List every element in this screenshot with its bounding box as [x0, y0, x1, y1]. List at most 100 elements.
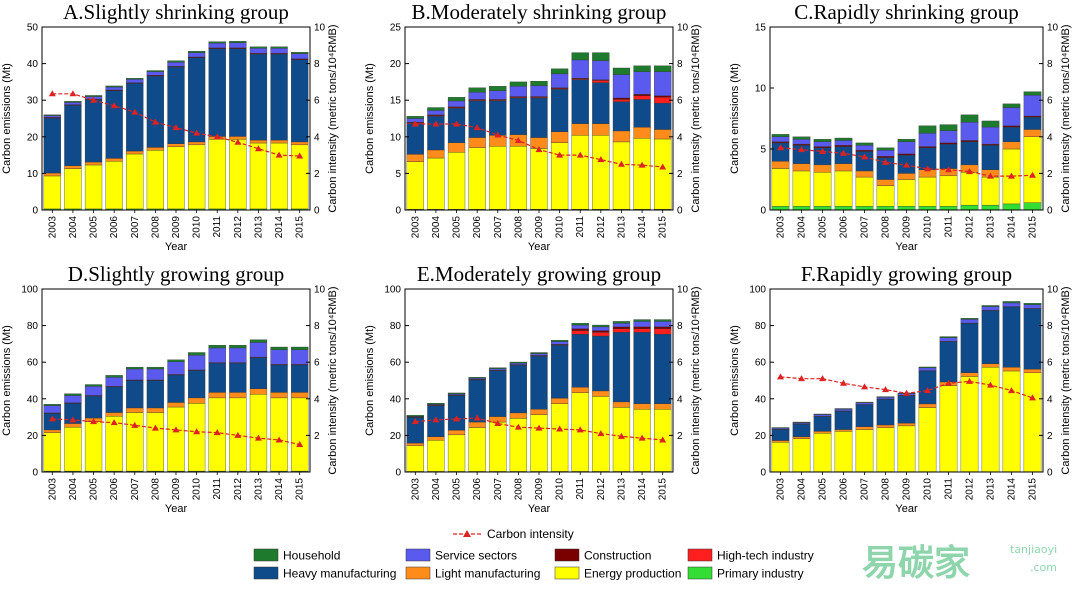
- chart-panels: A.Slightly shrinking group01020304050024…: [1, 0, 1072, 515]
- bar-segment-household: [187, 50, 206, 53]
- legend-carbon-intensity: Carbon intensity: [453, 527, 574, 541]
- bar-segment-household: [771, 134, 790, 137]
- bar-segment-light: [897, 422, 916, 427]
- bar-segment-household: [126, 366, 144, 370]
- bar-segment-energy: [612, 141, 631, 210]
- bar-segment-heavy: [960, 323, 979, 373]
- bar-segment-primary: [981, 204, 1000, 211]
- bar-segment-service: [654, 71, 672, 96]
- x-tick-label: 2010: [923, 478, 934, 501]
- x-tick-label: 2006: [472, 216, 483, 239]
- intensity-point: [840, 379, 847, 386]
- bar-segment-light: [249, 388, 268, 395]
- bar-segment-household: [84, 384, 103, 387]
- bar-segment-heavy: [960, 141, 979, 166]
- intensity-point: [659, 436, 667, 443]
- intensity-point: [924, 165, 931, 172]
- chart-panel-1: A.Slightly shrinking group 0 10 20 30 40 50 0 2 4…: [1, 0, 339, 253]
- bar-segment-energy: [939, 175, 958, 207]
- x-tick-label: 2005: [818, 478, 829, 501]
- bar-segment-service: [126, 368, 144, 381]
- x-tick-label: 2011: [212, 216, 223, 238]
- intensity-point: [411, 120, 419, 127]
- x-tick-label: 2010: [555, 478, 566, 501]
- bar-segment-light: [612, 401, 631, 408]
- bar-segment-heavy: [981, 145, 1000, 170]
- y-axis-label: Carbon emissions (Mt): [729, 63, 741, 174]
- y2-tick-label: 8: [677, 321, 683, 332]
- legend-swatch-light: [405, 566, 431, 580]
- intensity-point: [617, 160, 625, 167]
- intensity-point: [1029, 394, 1036, 401]
- y2-axis-label: Carbon intensity (metric tons/10⁴RMB): [1060, 24, 1072, 212]
- bar-segment-light: [291, 392, 309, 399]
- bar-segment-construction: [1002, 125, 1021, 128]
- bar-segment-construction: [981, 143, 1000, 146]
- bar-segment-light: [654, 129, 672, 140]
- bar-segment-energy: [813, 172, 832, 207]
- intensity-point: [576, 151, 584, 158]
- bar-segment-household: [981, 120, 1000, 128]
- bar-segment-light: [612, 130, 631, 143]
- intensity-point: [69, 416, 77, 423]
- intensity-point: [659, 163, 667, 170]
- bar-segment-energy: [84, 164, 103, 210]
- y2-axis-label: Carbon intensity (metric tons/10⁴RMB): [690, 286, 702, 474]
- bar-segment-service: [960, 121, 979, 141]
- bar-segment-light: [468, 421, 486, 428]
- x-tick-label: 2011: [944, 216, 955, 238]
- y-tick-label: 60: [390, 358, 402, 369]
- x-tick-label: 2010: [555, 216, 566, 239]
- intensity-point: [535, 424, 543, 431]
- legend-intensity-marker: [463, 530, 471, 537]
- x-axis-label: Year: [165, 241, 188, 253]
- intensity-point: [798, 146, 805, 153]
- x-tick-label: 2015: [658, 216, 669, 239]
- intensity-point: [987, 172, 994, 179]
- bar-segment-household: [489, 367, 507, 369]
- bar-segment-heavy: [208, 48, 226, 137]
- bar-segment-service: [447, 100, 466, 107]
- bar-segment-service: [612, 74, 631, 99]
- bar-segment-service: [530, 353, 548, 356]
- bar-segment-heavy: [509, 365, 528, 414]
- bar-segment-service: [229, 347, 247, 363]
- bar-segment-energy: [84, 421, 103, 472]
- intensity-point: [275, 151, 283, 158]
- y-tick-label: 0: [32, 468, 38, 479]
- bar-segment-primary: [792, 206, 811, 211]
- bar-segment-service: [530, 85, 548, 97]
- bar-segment-light: [447, 430, 466, 436]
- intensity-point: [296, 152, 304, 159]
- bar-segment-household: [249, 46, 268, 49]
- bar-segment-service: [550, 73, 569, 88]
- bar-segment-light: [771, 440, 790, 443]
- intensity-point: [514, 423, 522, 430]
- bar-segment-service: [427, 110, 445, 116]
- bar-segment-heavy: [229, 48, 247, 137]
- bar-segment-light: [571, 387, 589, 393]
- bar-segment-service: [571, 59, 589, 79]
- bar-segment-energy: [270, 397, 288, 472]
- bar-segment-household: [960, 318, 979, 320]
- bar-segment-light: [813, 164, 832, 173]
- bar-segment-construction: [654, 326, 672, 329]
- bar-segment-primary: [1023, 202, 1042, 211]
- intensity-point: [882, 158, 889, 165]
- bar-segment-household: [633, 65, 651, 72]
- bar-segment-household: [43, 114, 61, 116]
- panel-title: D.Slightly growing group: [68, 262, 284, 286]
- bar-segment-service: [208, 42, 226, 49]
- bar-segment-heavy: [43, 117, 61, 174]
- bar-segment-energy: [447, 434, 466, 472]
- bar-segment-household: [105, 375, 123, 378]
- bar-segment-heavy: [633, 99, 651, 128]
- bar-segment-hightech: [633, 328, 651, 333]
- bar-segment-primary: [813, 206, 832, 211]
- x-tick-label: 2003: [47, 478, 58, 501]
- bar-segment-household: [146, 70, 165, 72]
- bar-segment-heavy: [939, 341, 958, 383]
- bar-segment-service: [612, 323, 631, 328]
- bar-segment-light: [249, 139, 268, 144]
- bar-segment-heavy: [249, 357, 268, 389]
